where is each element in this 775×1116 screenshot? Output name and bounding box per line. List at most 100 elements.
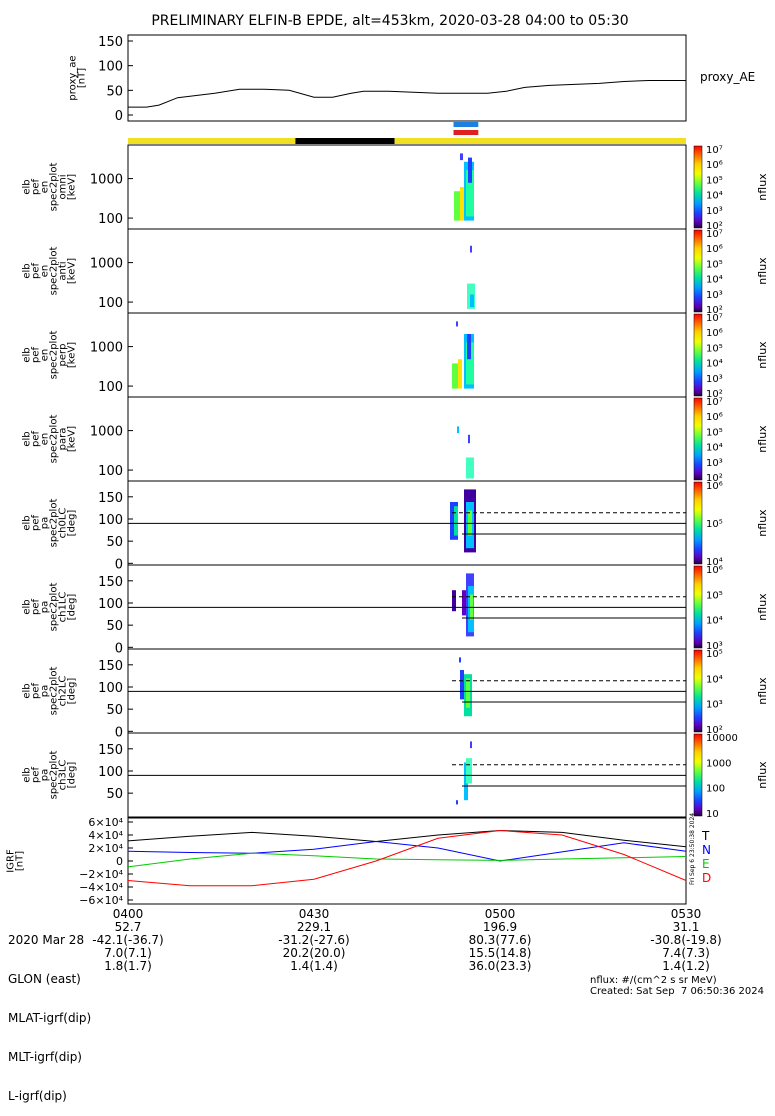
colorbar-tick-label: 10⁵ <box>706 343 723 354</box>
spectro-ylabel-line: spec2plot <box>49 583 60 632</box>
spectro-data-cell <box>459 657 461 663</box>
colorbar-tick-label: 10⁶ <box>706 328 723 339</box>
footer-value: 0530 <box>670 907 702 921</box>
colorbar-tick-label: 10² <box>706 389 723 400</box>
spectro-ytick-label: 50 <box>106 703 123 718</box>
spectro-ylabel-line: pa <box>40 517 51 529</box>
spectro-data-cell <box>470 741 472 749</box>
spectro-ylabel-line: pef <box>31 683 42 700</box>
spectro-ylabel-line: spec2plot <box>49 247 60 296</box>
colorbar-tick-label: 10² <box>706 725 723 736</box>
status-bar-segment <box>394 138 686 144</box>
spectro-ytick-label: 150 <box>98 491 123 506</box>
colorbar-tick-label: 10000 <box>706 733 738 744</box>
colorbar-tick-label: 10³ <box>706 458 723 469</box>
footer-column: 0500 196.9 80.3(77.6) 15.5(14.8) 36.0(23.3) <box>450 908 550 973</box>
footer-label-date: 2020 Mar 28 <box>8 933 85 947</box>
colorbar-tick-label: 10⁴ <box>706 275 723 286</box>
spectro-data-cell <box>457 426 459 434</box>
status-bar-segment <box>128 138 296 144</box>
proxy-ae-frame <box>127 34 687 122</box>
igrf-ytick-label: 0 <box>116 855 123 868</box>
colorbar-tick-label: 10² <box>706 305 723 316</box>
colorbar-label: nflux <box>756 677 769 705</box>
spectro-ylabel-line: pef <box>31 179 42 196</box>
colorbar-label: nflux <box>756 257 769 285</box>
page-title: PRELIMINARY ELFIN-B EPDE, alt=453km, 202… <box>151 13 628 29</box>
spectro-frame <box>127 312 687 398</box>
footer-value: -42.1(-36.7) <box>92 933 164 947</box>
spectro-ytick-label: 100 <box>98 464 123 479</box>
igrf-legend-entry: E <box>702 857 710 871</box>
igrf-series-line <box>127 829 687 848</box>
footer-value: 80.3(77.6) <box>468 933 532 947</box>
spectro-ytick-label: 150 <box>98 743 123 758</box>
colorbar-label: nflux <box>756 173 769 201</box>
spectro-ylabel-line: [keV] <box>67 174 78 200</box>
spectro-data-cell <box>466 758 472 784</box>
created-stamp: Created: Sat Sep 7 06:50:36 2024 <box>590 986 764 997</box>
igrf-ytick-label: 2×10⁴ <box>88 842 123 855</box>
proxy-ytick-label: 100 <box>98 60 123 75</box>
footer-value: 7.0(7.1) <box>104 946 152 960</box>
spectro-ylabel-line: pef <box>31 767 42 784</box>
spectro-ylabel-line: [keV] <box>67 342 78 368</box>
spectro-ytick-label: 0 <box>115 557 123 572</box>
spectro-ylabel-line: pef <box>31 515 42 532</box>
spectro-data-cell <box>468 157 472 183</box>
igrf-legend-entry: D <box>702 871 711 885</box>
colorbar-tick-label: 10⁴ <box>706 616 723 627</box>
colorbar-tick-label: 10⁴ <box>706 557 723 568</box>
footer-value: 0400 <box>112 907 144 921</box>
spectro-data-cell <box>466 678 470 708</box>
colorbar-tick-label: 10⁶ <box>706 481 723 492</box>
proxy-ytick-label: 50 <box>106 84 123 99</box>
spectro-ytick-label: 100 <box>98 296 123 311</box>
footer-value: 196.9 <box>482 920 518 934</box>
igrf-frame <box>127 817 687 905</box>
spectro-ytick-label: 100 <box>98 597 123 612</box>
spectro-ylabel-line: pef <box>31 263 42 280</box>
spectro-ytick-label: 50 <box>106 535 123 550</box>
spectro-ylabel-line: pa <box>40 601 51 613</box>
footer-value: 229.1 <box>296 920 332 934</box>
igrf-ytick-label: −2×10⁴ <box>79 868 123 881</box>
spectro-ylabel-line: pa <box>40 769 51 781</box>
colorbar-label: nflux <box>756 593 769 621</box>
spectro-ytick-label: 150 <box>98 659 123 674</box>
footer-value: 20.2(20.0) <box>282 946 346 960</box>
spectro-ylabel-line: elb <box>22 767 33 782</box>
colorbar-tick-label: 1000 <box>706 758 731 769</box>
colorbar-tick-label: 10³ <box>706 641 723 652</box>
proxy-ae-line <box>128 80 686 108</box>
proxy-ylabel-line: [nT] <box>77 68 88 88</box>
spectro-ytick-label: 100 <box>98 212 123 227</box>
spectro-ylabel-line: elb <box>22 431 33 446</box>
igrf-ylabel-line: IGRF <box>6 849 17 873</box>
proxy-ae-panel: 0 50 100 150 proxy_ae[nT] proxy_AE <box>68 34 755 124</box>
spectro-ytick-label: 100 <box>98 681 123 696</box>
spectro-ytick-label: 1000 <box>90 425 123 440</box>
colorbar-tick-label: 10⁷ <box>706 397 723 408</box>
colorbar-tick-label: 10⁷ <box>706 313 723 324</box>
side-stamp: Fri Sep 6 23:50:38 2024 <box>689 813 696 885</box>
colorbar-label: nflux <box>756 425 769 453</box>
footer-label-l: L-igrf(dip) <box>8 1089 67 1103</box>
colorbar-tick-label: 10³ <box>706 206 723 217</box>
units-note: nflux: #/(cm^2 s sr MeV) <box>590 975 717 986</box>
spectro-ylabel-line: en <box>40 433 51 446</box>
footer-column: 0530 31.1 -30.8(-19.8) 7.4(7.3) 1.4(1.2) <box>636 908 736 973</box>
spectro-ylabel-line: ch0LC <box>58 508 69 539</box>
colorbar-label: nflux <box>756 509 769 537</box>
colorbar-tick-label: 10² <box>706 473 723 484</box>
spectro-frame <box>127 228 687 314</box>
colorbar <box>693 313 703 397</box>
spectro-frame <box>127 144 687 230</box>
spectro-ytick-label: 0 <box>115 641 123 656</box>
footer-value: 31.1 <box>672 920 700 934</box>
spectro-ylabel-line: [keV] <box>67 426 78 452</box>
